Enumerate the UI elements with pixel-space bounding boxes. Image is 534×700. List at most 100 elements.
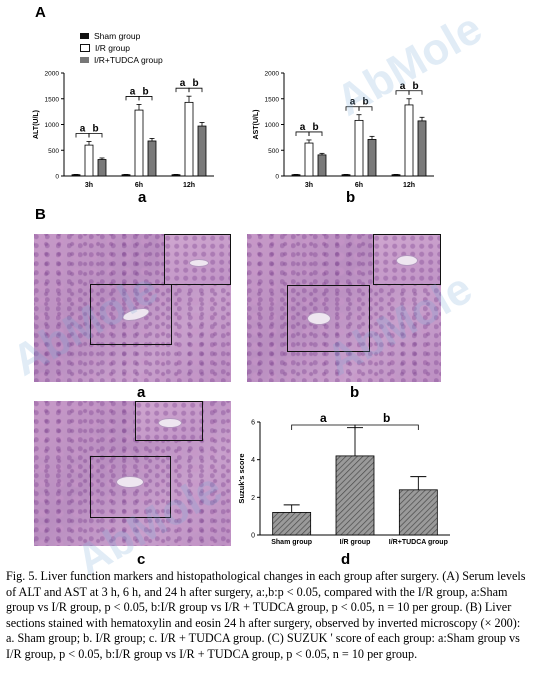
x-tick-label: 6h [135, 182, 143, 189]
legend-item-ir: I/R group [80, 42, 163, 54]
bar [317, 154, 327, 177]
significance-label: a [320, 411, 327, 425]
significance-bracket [408, 90, 423, 95]
bar [184, 101, 194, 177]
bar [71, 174, 81, 177]
bar [341, 174, 351, 177]
zoom-region-box [287, 285, 370, 352]
sublabel-a-top: a [138, 189, 147, 206]
y-tick-label: 2000 [265, 71, 280, 78]
significance-label: b [92, 123, 98, 134]
significance-label: a [350, 97, 356, 108]
legend-label-sham: Sham group [94, 31, 141, 41]
panel-label-b: B [35, 206, 46, 223]
y-tick-label: 0 [55, 174, 59, 181]
y-tick-label: 4 [251, 457, 255, 464]
zoom-inset [135, 401, 203, 441]
bar [398, 489, 438, 536]
panel-label-a: A [35, 4, 46, 21]
bar [417, 120, 427, 177]
significance-label: b [383, 411, 390, 425]
y-tick-label: 2 [251, 495, 255, 502]
bar [84, 144, 94, 177]
y-axis-label: ALT(U/L) [33, 110, 40, 139]
significance-label: a [400, 81, 406, 92]
significance-label: a [80, 123, 86, 134]
zoom-inset [164, 234, 231, 285]
y-tick-label: 2000 [45, 71, 60, 78]
sublabel-c-histo: c [137, 551, 146, 568]
histology-image-tudca [34, 401, 231, 546]
bar [197, 125, 207, 177]
x-tick-label: 12h [403, 182, 415, 189]
x-tick-label: 3h [85, 182, 93, 189]
zoom-region-box [90, 456, 171, 518]
x-tick-label: 3h [305, 182, 313, 189]
bar [304, 142, 314, 177]
y-axis-label: AST(U/L) [253, 110, 260, 140]
significance-label: a [130, 86, 136, 97]
bar [391, 174, 401, 177]
bar [171, 174, 181, 177]
legend-label-ir: I/R group [95, 43, 130, 53]
y-tick-label: 1000 [265, 122, 280, 129]
sublabel-a-histo: a [137, 384, 146, 401]
suzuk-chart: 0 2 4 6 Suzuk's score Sham group I/R group I/R+… [237, 411, 450, 546]
legend-swatch-ir [80, 44, 90, 52]
x-tick-label: 12h [183, 182, 195, 189]
bar [291, 174, 301, 177]
zoom-inset [373, 234, 441, 285]
significance-label: b [192, 78, 198, 89]
significance-bracket [354, 424, 419, 430]
bar [121, 174, 131, 177]
significance-label: b [412, 81, 418, 92]
y-tick-label: 0 [251, 533, 255, 540]
significance-bracket [358, 106, 373, 111]
y-tick-label: 6 [251, 420, 255, 427]
x-tick-label: Sham group [271, 539, 312, 546]
y-tick-label: 500 [268, 148, 279, 155]
significance-bracket [188, 87, 203, 93]
figure-caption: Fig. 5. Liver function markers and histo… [6, 569, 526, 661]
bar [354, 119, 364, 177]
legend-item-sham: Sham group [80, 30, 163, 42]
legend-label-tudca: I/R+TUDCA group [94, 55, 163, 65]
legend-swatch-sham [80, 33, 89, 39]
vessel [307, 312, 331, 325]
histology-image-sham [34, 234, 231, 382]
y-tick-label: 0 [275, 174, 279, 181]
y-tick-label: 500 [48, 148, 59, 155]
legend-swatch-tudca [80, 57, 89, 63]
significance-label: a [300, 122, 306, 133]
vessel [158, 418, 182, 428]
bar [335, 455, 375, 536]
zoom-region-box [90, 284, 172, 345]
vessel [116, 476, 144, 488]
legend: Sham group I/R group I/R+TUDCA group [80, 30, 163, 66]
significance-bracket [138, 96, 153, 101]
sublabel-d: d [341, 551, 351, 568]
bar [147, 140, 157, 177]
y-axis-label: Suzuk's score [237, 453, 246, 503]
significance-label: b [142, 86, 148, 97]
bar [134, 109, 144, 177]
x-tick-label: I/R+TUDCA group [389, 539, 448, 546]
x-tick-label: 6h [355, 182, 363, 189]
significance-label: b [312, 122, 318, 133]
bar [272, 512, 312, 536]
significance-bracket [291, 424, 356, 430]
significance-bracket [88, 133, 103, 138]
bar [97, 159, 107, 177]
y-tick-label: 1500 [45, 96, 60, 103]
x-tick-label: I/R group [340, 539, 371, 546]
significance-label: b [362, 97, 368, 108]
bar [367, 139, 377, 177]
y-tick-label: 1000 [45, 122, 60, 129]
vessel [396, 255, 418, 266]
vessel [189, 259, 209, 267]
bar [404, 104, 414, 177]
sublabel-b-histo: b [350, 384, 360, 401]
significance-bracket [308, 131, 323, 136]
sublabel-b-top: b [346, 189, 356, 206]
